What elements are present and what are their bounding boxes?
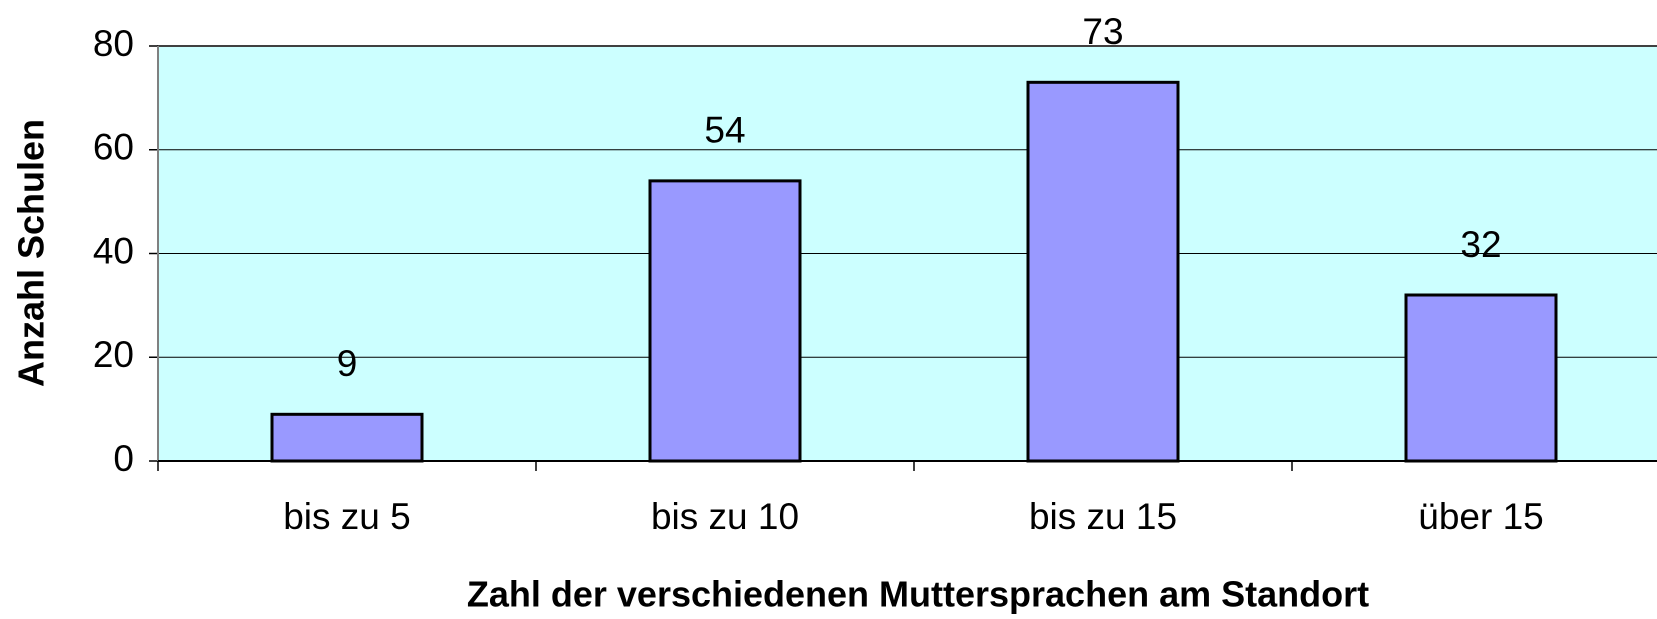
data-label: 32 xyxy=(1460,224,1501,265)
bar xyxy=(270,412,424,463)
x-tick-label: bis zu 5 xyxy=(283,496,411,537)
y-tick-label: 40 xyxy=(93,230,134,271)
bar xyxy=(1026,80,1180,463)
x-tick-label: bis zu 10 xyxy=(651,496,799,537)
y-tick-label: 20 xyxy=(93,334,134,375)
bar xyxy=(1404,293,1558,463)
y-tick-label: 0 xyxy=(113,438,134,479)
y-tick-label: 80 xyxy=(93,23,134,64)
bar xyxy=(648,179,802,463)
x-tick-label: bis zu 15 xyxy=(1029,496,1177,537)
x-tick-label: über 15 xyxy=(1418,496,1544,537)
y-tick-label: 60 xyxy=(93,127,134,168)
y-axis-title: Anzahl Schulen xyxy=(11,119,52,387)
x-axis-title: Zahl der verschiedenen Muttersprachen am… xyxy=(467,574,1369,615)
data-label: 54 xyxy=(704,110,745,151)
data-label: 73 xyxy=(1082,11,1123,52)
data-label: 9 xyxy=(337,343,358,384)
